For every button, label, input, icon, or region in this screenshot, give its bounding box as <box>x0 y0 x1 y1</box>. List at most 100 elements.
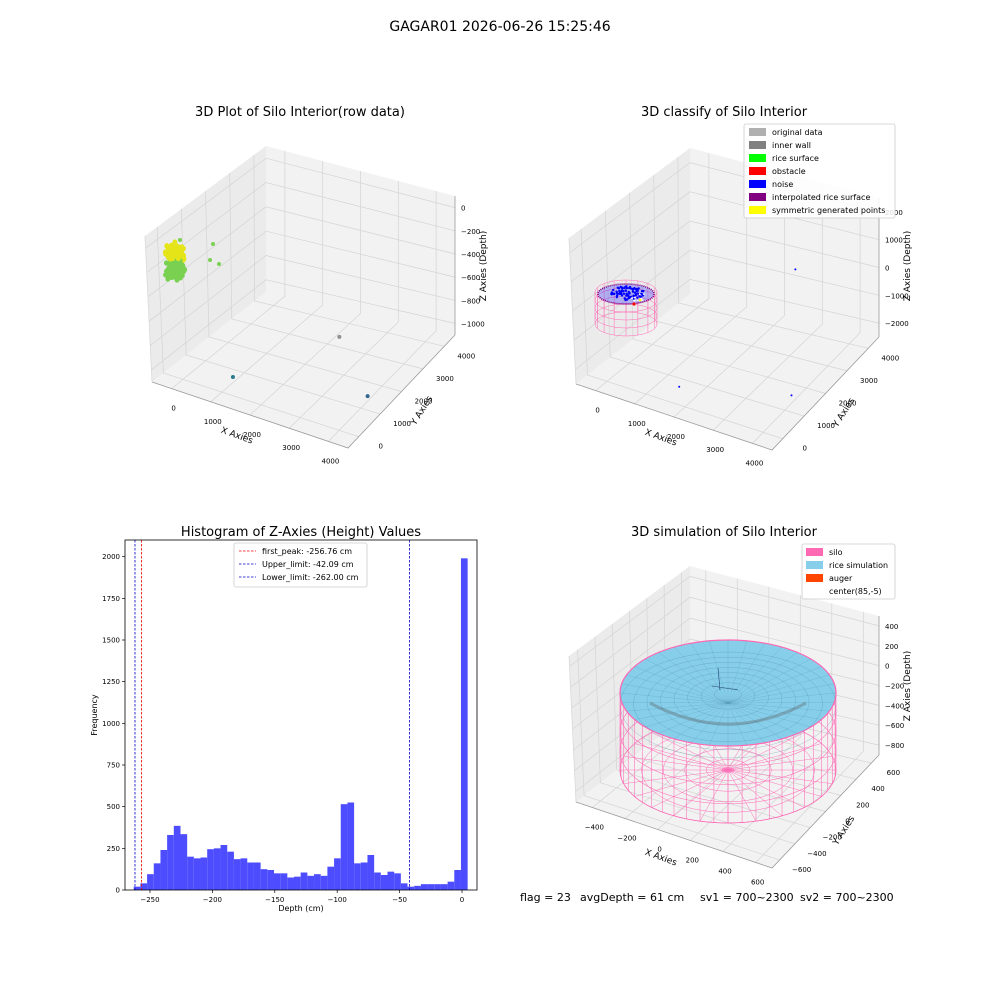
z-tick-label: −800 <box>885 742 904 750</box>
legend-swatch <box>806 548 823 556</box>
x-gridline <box>673 173 785 418</box>
noise-point <box>632 294 635 297</box>
rice-mesh-spoke <box>673 646 729 704</box>
z-tick-label: −600 <box>461 274 480 282</box>
histogram-bar <box>287 877 295 890</box>
histogram-bar <box>187 856 194 890</box>
histogram-bar <box>147 874 154 890</box>
rice-mesh-spoke <box>727 652 798 704</box>
y-tick-label: 4000 <box>881 354 899 362</box>
histogram-bar <box>307 875 315 890</box>
silo-floor-spoke <box>727 769 833 784</box>
x-tick-label: 3000 <box>706 446 724 454</box>
rice-mesh-spoke <box>673 702 729 740</box>
histogram-axes-frame <box>124 539 478 891</box>
y-tick-label: 0 <box>116 887 120 895</box>
raw-data-3d-plot: 3D Plot of Silo Interior(row data) 0 1000… <box>144 105 489 465</box>
legend-swatch <box>749 206 766 214</box>
noise-point <box>626 294 630 297</box>
legend-label: Upper_limit: -42.09 cm <box>262 560 354 569</box>
rice-mesh-spoke <box>727 702 747 746</box>
rice-mesh-spoke <box>634 702 729 720</box>
x-tick-label: 0 <box>171 405 175 413</box>
cluster-point <box>217 262 221 266</box>
noise-point <box>633 287 636 290</box>
y-tick-label: 2000 <box>839 400 857 408</box>
y-tick-label: 0 <box>845 818 849 826</box>
noise-point <box>794 268 797 271</box>
noise-point <box>618 292 622 296</box>
histogram-bar <box>434 884 441 890</box>
y-gridline <box>677 156 869 349</box>
classify-plot-title: 3D classify of Silo Interior <box>641 105 808 120</box>
y-gridline <box>580 228 783 440</box>
histogram-bar <box>227 851 234 890</box>
legend-frame <box>743 123 896 219</box>
x-tick-label: 400 <box>718 868 731 876</box>
x-tick-label: 0 <box>657 846 661 854</box>
legend-label: obstacle <box>772 167 806 176</box>
silo-floor-spoke <box>634 769 729 797</box>
classify-plot-tick-labels: 0100020003000400001000200030004000200010… <box>595 209 908 468</box>
x-tick-label: 2000 <box>243 431 261 439</box>
histogram-title: Histogram of Z-Axies (Height) Values <box>181 525 421 540</box>
y-gridline <box>629 192 826 394</box>
z-tick-label: 200 <box>885 643 898 651</box>
cluster-point <box>163 260 169 266</box>
rice-mesh-spoke <box>621 683 729 704</box>
noise-point <box>620 286 624 289</box>
noise-point <box>624 289 628 292</box>
rice-mesh-spoke <box>727 702 830 712</box>
legend-label: rice surface <box>772 154 819 163</box>
histogram-ticks: −250 −200 −150 −100 −50 0 0 250 500 750 1000 1250 15… <box>102 553 464 904</box>
rice-mesh-spoke <box>626 702 729 712</box>
legend-swatch <box>749 128 766 136</box>
auger-line <box>717 667 721 691</box>
histogram-bar <box>200 857 208 890</box>
histogram-bar <box>247 862 254 890</box>
x-tick-label: 0 <box>460 896 464 904</box>
simulation-plot-y-label: Y Axies <box>831 814 857 848</box>
noise-point <box>625 298 629 301</box>
z-tick-label: 1000 <box>885 237 903 245</box>
rice-mesh-spoke <box>690 643 729 704</box>
x-tick-label: −200 <box>617 835 636 843</box>
histogram-bar <box>334 858 341 890</box>
legend-label: auger <box>829 574 853 583</box>
noise-point <box>678 385 681 388</box>
x-gridline <box>210 161 324 403</box>
x-gridline <box>595 153 710 391</box>
x-gridline <box>752 193 861 444</box>
y-tick-label: 750 <box>107 762 120 770</box>
sv1-value: sv1 = 700~2300 <box>700 891 794 904</box>
symmetric-point <box>636 299 639 302</box>
histogram-bar <box>280 873 288 890</box>
y-tick-label: 250 <box>107 845 120 853</box>
y-gridline <box>205 190 402 392</box>
cluster-point <box>165 276 171 282</box>
noise-point <box>636 292 640 295</box>
legend-label: silo <box>829 548 843 557</box>
x-tick-label: −150 <box>265 896 284 904</box>
x-gridline <box>171 151 286 389</box>
silo-floor-spoke <box>727 743 822 771</box>
cluster-point <box>167 256 173 262</box>
histogram-bar <box>207 849 214 890</box>
rice-mesh-spoke <box>727 692 837 704</box>
histogram-x-label: Depth (cm) <box>278 904 323 913</box>
rice-mesh-spoke <box>709 702 729 746</box>
histogram-bar <box>167 835 174 890</box>
histogram-bar <box>233 859 241 890</box>
legend-label: interpolated rice surface <box>772 193 870 202</box>
symmetric-point <box>633 296 636 299</box>
histogram-bar <box>340 804 348 890</box>
z-gridline <box>569 576 880 667</box>
silo-floor-spoke <box>651 732 729 771</box>
silo-floor-spoke <box>623 769 729 784</box>
y-tick-label: 3000 <box>860 377 878 385</box>
histogram-legend: first_peak: -256.76 cm Upper_limit: -42.0… <box>233 542 368 588</box>
legend-swatch <box>749 167 766 175</box>
y-gridline <box>253 154 445 347</box>
side-pane <box>569 148 690 384</box>
classify-plot-legend: original data inner wall rice surface obsta… <box>743 123 896 219</box>
